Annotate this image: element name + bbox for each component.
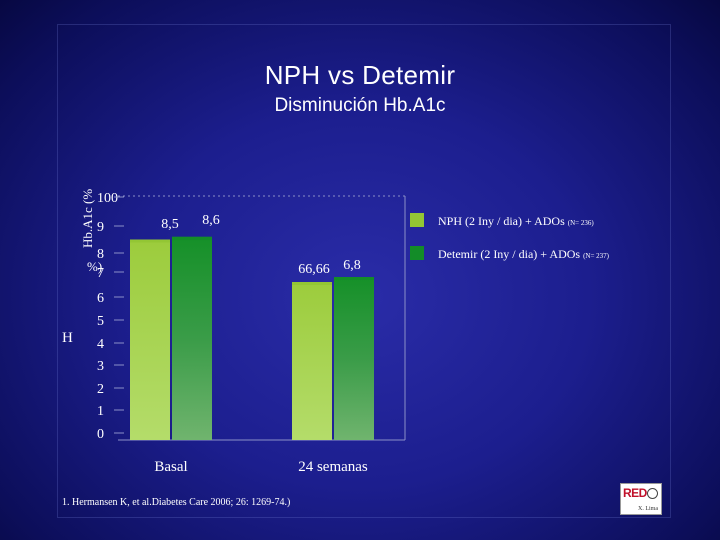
bar — [172, 236, 212, 440]
slide-frame — [57, 24, 671, 518]
logo: RED X. Lima — [620, 483, 662, 515]
logo-circle-icon — [647, 488, 658, 499]
bar — [292, 282, 332, 440]
data-label: 6,8 — [343, 258, 361, 273]
y-axis-label-fragment: %) — [87, 259, 102, 274]
logo-text: RED — [623, 486, 647, 500]
y-tick-label: 2 — [97, 382, 104, 397]
y-tick-label: 4 — [97, 337, 104, 352]
legend-n-label: (N= 237) — [583, 252, 610, 260]
x-tick-label: 24 semanas — [298, 459, 368, 475]
y-tick-label: 8 — [97, 247, 104, 262]
y-tick-label: 9 — [97, 220, 104, 235]
bar-cap — [292, 282, 332, 285]
bar-cap — [334, 277, 374, 280]
y-tick-label: 6 — [97, 291, 104, 306]
y-tick-label: 3 — [97, 359, 104, 374]
legend-swatch — [410, 246, 424, 260]
legend-label: NPH (2 Iny / dia) + ADOs (N= 236) — [438, 214, 594, 228]
legend-swatch — [410, 213, 424, 227]
data-label: 66,66 — [298, 262, 330, 277]
bar — [130, 239, 170, 440]
y-tick-label: 5 — [97, 314, 104, 329]
y-axis-label: Hb.A1c (% — [80, 189, 95, 248]
y-axis-label-fragment: H — [62, 330, 73, 346]
slide-subtitle: Disminución Hb.A1c — [274, 95, 446, 116]
y-tick-label: 0 — [97, 427, 104, 442]
x-tick-label: Basal — [154, 459, 187, 475]
reference-citation: 1. Hermansen K, et al.Diabetes Care 2006… — [62, 497, 291, 508]
slide-title: NPH vs Detemir — [264, 60, 456, 90]
bar — [334, 277, 374, 440]
logo-subtext: X. Lima — [638, 506, 658, 512]
y-tick-label: 100 — [97, 191, 118, 206]
y-tick-label: 1 — [97, 404, 104, 419]
bar-cap — [130, 239, 170, 243]
legend-n-label: (N= 236) — [568, 219, 595, 227]
y-tick-label: 7 — [97, 266, 104, 281]
data-label: 8,5 — [161, 217, 179, 232]
data-label: 8,6 — [202, 213, 220, 228]
bar-cap — [172, 236, 212, 240]
legend-label: Detemir (2 Iny / dia) + ADOs (N= 237) — [438, 247, 610, 261]
